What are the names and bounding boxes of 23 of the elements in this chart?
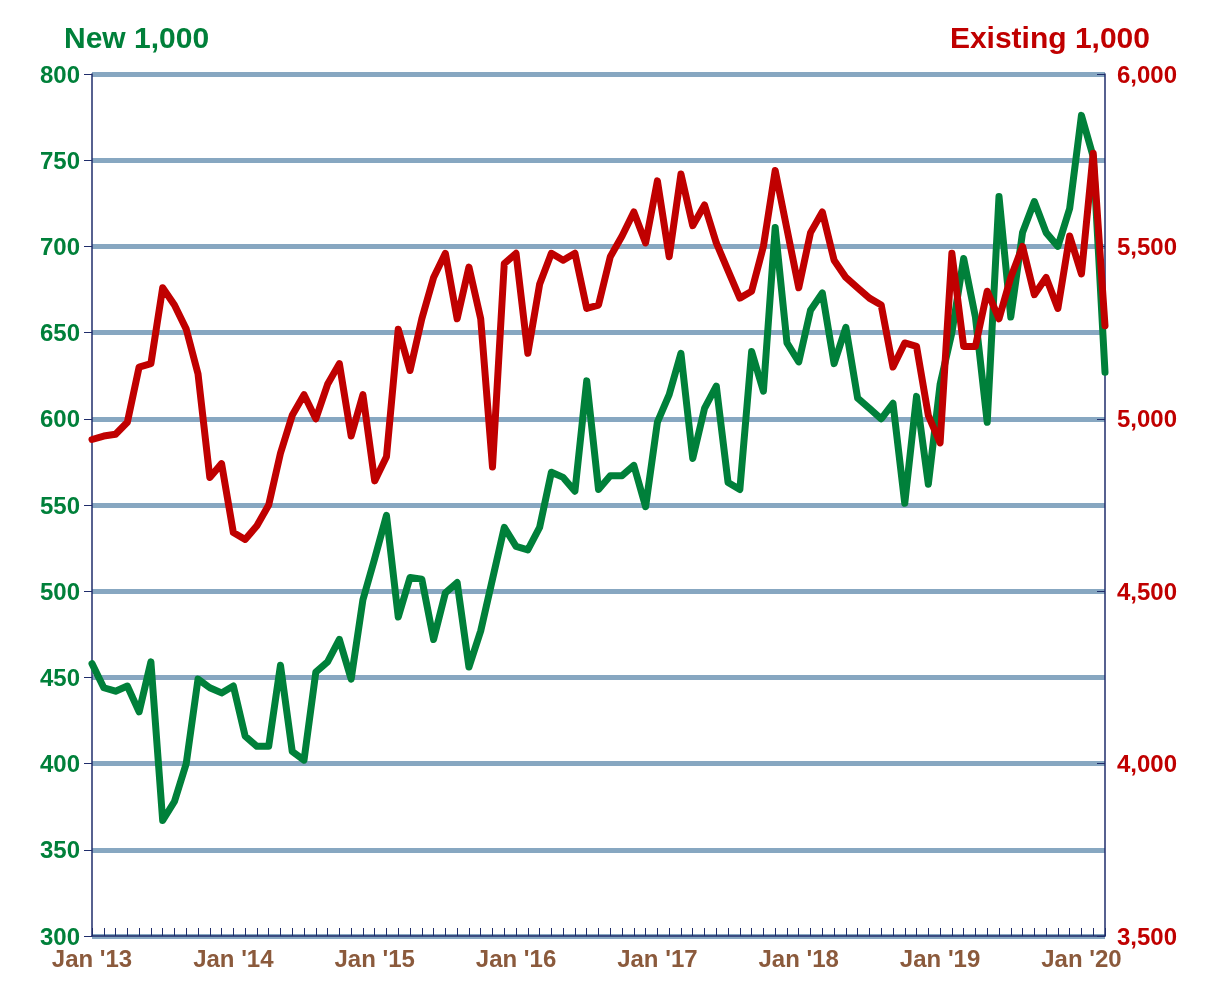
y-tick-label: 750 [39,146,80,174]
x-tick-label: Jan '16 [475,944,557,972]
y-tick-label: 550 [39,491,80,519]
y-axis-title: New 1,000 [64,20,210,54]
y-tick-label: 350 [39,836,80,864]
y2-tick-label: 6,000 [1117,60,1178,88]
y2-axis-title: Existing 1,000 [949,20,1150,54]
x-tick-label: Jan '17 [617,944,698,972]
x-tick-label: Jan '14 [193,944,275,972]
y-tick-label: 450 [39,663,80,691]
y2-tick-label: 4,500 [1117,577,1178,605]
y-tick-label: 700 [39,232,80,260]
y2-tick-label: 5,500 [1117,232,1178,260]
y-tick-label: 600 [39,405,80,433]
y2-tick-label: 4,000 [1117,750,1178,778]
y-tick-label: 650 [39,319,80,347]
x-tick-label: Jan '15 [334,944,415,972]
y-tick-label: 400 [39,750,80,778]
x-tick-label: Jan '18 [758,944,839,972]
y-tick-label: 800 [39,60,80,88]
y2-tick-label: 5,000 [1117,405,1178,433]
y-tick-label: 500 [39,577,80,605]
x-tick-label: Jan '19 [899,944,981,972]
